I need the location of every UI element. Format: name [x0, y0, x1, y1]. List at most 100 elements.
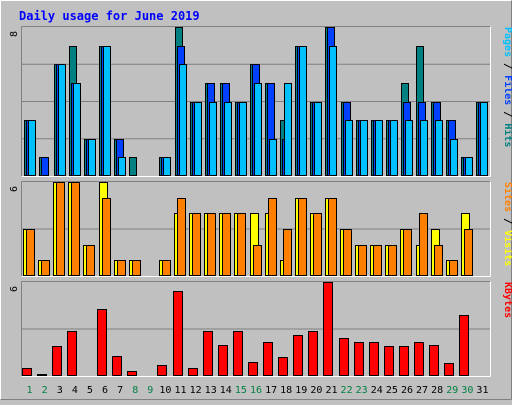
right-axis-series-label: Pages / Files / Hits: [502, 27, 512, 147]
x-tick-label: 7: [117, 385, 123, 396]
bar-kbytes: [369, 342, 379, 376]
x-tick-label: 25: [386, 385, 398, 396]
chart-panels: 8 Pages / Files / Hits 6 Sites / Visits 6 KBy…: [9, 26, 512, 377]
bar-sites: [403, 229, 412, 276]
x-tick-label: 3: [57, 385, 63, 396]
bar-sites: [102, 198, 111, 276]
bar-pages: [179, 64, 187, 176]
bar-pages: [450, 139, 458, 176]
bar-sites: [56, 182, 65, 276]
bar-kbytes: [203, 331, 213, 376]
x-tick-label: 18: [280, 385, 292, 396]
bar-sites: [132, 260, 141, 276]
x-tick-label: 17: [265, 385, 277, 396]
x-axis-labels: 1 2 3 4 5 6 7 8 9 10 11 12 13 14 15 16 17 18 19 20 21 22 23 24 2…: [27, 385, 489, 396]
bar-pages: [163, 157, 171, 176]
right-label-part: /: [502, 105, 512, 123]
bar-pages: [435, 120, 443, 176]
bar-kbytes: [354, 342, 364, 376]
bar-kbytes: [293, 335, 303, 376]
series-kbytes: [22, 282, 469, 376]
x-tick-label: 29: [446, 385, 458, 396]
bar-kbytes: [248, 362, 258, 376]
bar-kbytes: [233, 331, 243, 376]
bar-kbytes: [173, 291, 183, 376]
right-label-part: Files: [502, 75, 512, 105]
x-tick-label: 15: [235, 385, 247, 396]
bar-sites: [117, 260, 126, 276]
bar-sites: [298, 198, 307, 276]
y-axis-max-label: 6: [9, 286, 20, 292]
bar-pages: [28, 120, 36, 176]
bar-sites: [313, 213, 322, 276]
x-tick-label: 22: [341, 385, 353, 396]
bar-kbytes: [278, 357, 288, 376]
panel-hits_files_pages: 8 Pages / Files / Hits: [9, 26, 512, 177]
x-tick-label: 6: [102, 385, 108, 396]
bar-pages: [420, 120, 428, 176]
bar-sites: [449, 260, 458, 276]
series-pages: [28, 46, 488, 176]
bar-sites: [343, 229, 352, 276]
bar-kbytes: [429, 345, 439, 376]
series-sites: [26, 182, 473, 276]
x-tick-label: 27: [416, 385, 428, 396]
bar-kbytes: [127, 371, 137, 376]
x-tick-label: 4: [72, 385, 78, 396]
bar-kbytes: [22, 368, 32, 376]
bar-sites: [253, 245, 262, 276]
bar-pages: [299, 46, 307, 176]
x-tick-label: 28: [431, 385, 443, 396]
y-axis-max-label: 6: [9, 186, 20, 192]
bar-sites: [419, 213, 428, 276]
bar-pages: [194, 102, 202, 176]
right-label-part: Visits: [502, 230, 512, 266]
bar-sites: [207, 213, 216, 276]
bar-kbytes: [112, 356, 122, 376]
bar-sites: [41, 260, 50, 276]
bar-pages: [269, 139, 277, 176]
chart-title: Daily usage for June 2019: [19, 9, 200, 23]
x-tick-label: 11: [174, 385, 186, 396]
bar-pages: [284, 83, 292, 176]
right-label-part: Pages: [502, 27, 512, 57]
bar-kbytes: [157, 365, 167, 376]
x-tick-label: 12: [190, 385, 202, 396]
x-tick-label: 26: [401, 385, 413, 396]
bar-pages: [465, 157, 473, 176]
bar-sites: [283, 229, 292, 276]
bar-pages: [103, 46, 111, 176]
bar-sites: [71, 182, 80, 276]
x-tick-label: 31: [476, 385, 488, 396]
x-tick-label: 21: [325, 385, 337, 396]
x-tick-label: 20: [310, 385, 322, 396]
bar-kbytes: [308, 331, 318, 376]
bar-sites: [268, 198, 277, 276]
x-tick-label: 16: [250, 385, 262, 396]
bar-sites: [388, 245, 397, 276]
y-axis-max-label: 8: [9, 31, 20, 37]
bar-sites: [192, 213, 201, 276]
bar-pages: [375, 120, 383, 176]
right-label-part: Hits: [502, 123, 512, 147]
bar-kbytes: [323, 282, 333, 376]
right-label-part: /: [502, 57, 512, 75]
x-tick-label: 13: [205, 385, 217, 396]
bar-kbytes: [67, 331, 77, 376]
bar-kbytes: [414, 342, 424, 376]
x-tick-label: 1: [27, 385, 33, 396]
bar-pages: [209, 102, 217, 176]
panel-visits_sites: 6 Sites / Visits: [9, 181, 512, 277]
bar-pages: [405, 120, 413, 176]
bar-sites: [373, 245, 382, 276]
right-label-part: KBytes: [502, 282, 512, 318]
right-label-part: Sites: [502, 182, 512, 212]
bar-sites: [237, 213, 246, 276]
bar-pages: [360, 120, 368, 176]
bar-kbytes: [37, 374, 47, 376]
bar-kbytes: [52, 346, 62, 376]
bar-sites: [358, 245, 367, 276]
x-tick-label: 8: [132, 385, 138, 396]
x-tick-label: 23: [356, 385, 368, 396]
